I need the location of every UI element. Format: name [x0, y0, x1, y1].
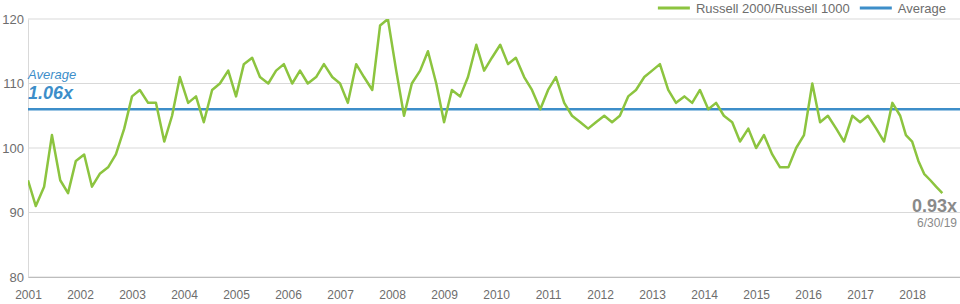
- grid-line: [28, 19, 960, 20]
- x-tick: 2018: [899, 277, 926, 302]
- y-tick: 90: [10, 205, 28, 220]
- x-tick-label: 2015: [743, 288, 770, 302]
- y-tick: 80: [10, 270, 28, 285]
- average-line: [28, 108, 960, 111]
- y-axis: 80 90 100 110 120: [2, 12, 28, 285]
- x-tick-label: 2013: [639, 288, 666, 302]
- plot-area: [28, 19, 960, 206]
- x-tick: 2009: [431, 277, 458, 302]
- x-tick-label: 2008: [379, 288, 406, 302]
- series-line: [28, 19, 942, 206]
- x-tick-label: 2009: [431, 288, 458, 302]
- legend-swatch: [658, 7, 690, 10]
- x-tick: 2015: [743, 277, 770, 302]
- x-tick-label: 2014: [691, 288, 718, 302]
- legend: Russell 2000/Russell 1000 Average: [658, 1, 946, 16]
- x-tick: 2014: [691, 277, 718, 302]
- grid-line: [28, 83, 960, 84]
- legend-label: Average: [898, 1, 946, 16]
- legend-swatch: [860, 7, 892, 10]
- x-tick-label: 2018: [899, 288, 926, 302]
- chart: 8090100110120200120022003200420052006200…: [0, 0, 960, 304]
- legend-item: Average: [860, 1, 946, 16]
- legend-label: Russell 2000/Russell 1000: [696, 1, 850, 16]
- x-tick-label: 2010: [483, 288, 510, 302]
- x-tick-label: 2012: [587, 288, 614, 302]
- x-tick-label: 2007: [327, 288, 354, 302]
- y-tick: 110: [3, 76, 28, 91]
- x-tick: 2016: [795, 277, 822, 302]
- y-tick-label: 90: [10, 205, 24, 220]
- x-tick: 2007: [327, 277, 354, 302]
- x-tick: 2013: [639, 277, 666, 302]
- y-tick-label: 110: [3, 76, 24, 91]
- x-tick-label: 2017: [847, 288, 874, 302]
- end-date: 6/30/19: [917, 216, 957, 230]
- x-tick: 2002: [67, 277, 94, 302]
- x-tick-label: 2001: [15, 288, 42, 302]
- grid-line: [28, 212, 960, 213]
- x-tick: 2008: [379, 277, 406, 302]
- y-tick: 120: [2, 12, 28, 27]
- x-tick-label: 2005: [223, 288, 250, 302]
- x-tick: 2005: [223, 277, 250, 302]
- legend-item: Russell 2000/Russell 1000: [658, 1, 850, 16]
- x-tick: 2010: [483, 277, 510, 302]
- x-tick: 2006: [275, 277, 302, 302]
- x-tick-label: 2004: [171, 288, 198, 302]
- x-tick-label: 2016: [795, 288, 822, 302]
- x-axis: 2001 2002 2003 2004 2005 2006 2007 2008 2009 2010…: [15, 277, 960, 302]
- x-tick-label: 2011: [536, 288, 562, 302]
- x-tick: 2012: [587, 277, 614, 302]
- x-tick-label: 2002: [67, 288, 94, 302]
- y-tick: 100: [2, 141, 28, 156]
- x-tick: 2003: [119, 277, 146, 302]
- y-tick-label: 120: [2, 12, 24, 27]
- end-label: 0.93x: [912, 196, 957, 216]
- grid-line: [28, 277, 960, 278]
- x-tick-label: 2003: [119, 288, 146, 302]
- x-tick: 2001: [15, 277, 42, 302]
- x-tick: 2017: [847, 277, 874, 302]
- y-tick-label: 80: [10, 270, 24, 285]
- y-tick-label: 100: [2, 141, 24, 156]
- x-tick: 2011: [536, 277, 562, 302]
- grid-line: [28, 148, 960, 149]
- grid: [28, 19, 960, 277]
- average-label: 1.06x: [28, 83, 74, 103]
- x-tick-label: 2006: [275, 288, 302, 302]
- average-title: Average: [27, 67, 76, 82]
- y-axis-line: [28, 20, 29, 278]
- x-axis-line: [29, 277, 960, 278]
- x-tick: 2004: [171, 277, 198, 302]
